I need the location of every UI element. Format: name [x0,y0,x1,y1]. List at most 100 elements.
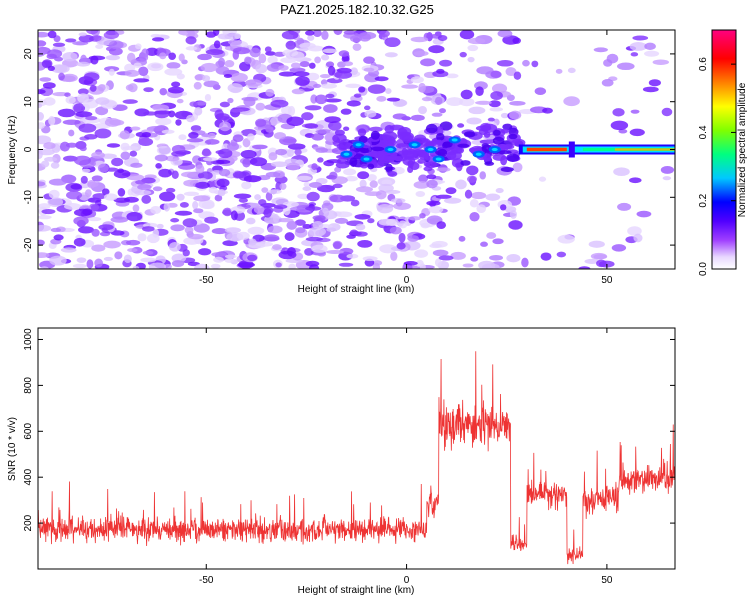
spectrogram-cell [437,34,448,42]
spectrogram-cell [308,226,326,237]
spectrogram-cell [263,234,280,242]
spectrogram-cell [146,233,160,244]
spectrogram-signal-cell [377,151,385,161]
spectrogram-cell [364,110,377,118]
spectrogram-cell [325,93,335,99]
spectrogram-cell [41,160,50,168]
spectrogram-cell [333,241,342,250]
spectrogram-cell [95,97,110,105]
spectrogram-peak-core [435,157,442,161]
spectrogram-peak-core [411,143,418,147]
spectrogram-cell [306,72,320,81]
spectrogram-cell [204,216,219,224]
spectrogram-cell [497,30,513,38]
spectrogram-cell [201,149,212,157]
spectrogram-cell [152,186,163,192]
spectrogram-cell [147,62,164,72]
spectrogram-cell [593,254,608,260]
spectrogram-cell [189,101,198,107]
spectrogram-cell [202,157,218,162]
spectrogram-cell [311,163,318,171]
spectrogram-cell [393,202,411,210]
spectrogram-cell [263,208,272,218]
spectrogram-x-ticks: -50 0 50 [199,30,613,286]
spectrogram-signal-cell [492,154,507,161]
spectrogram-cell [252,144,268,150]
spectrogram-cell [141,48,149,58]
spectrogram-signal-cell [511,138,526,147]
spectrogram-cell [346,253,359,259]
spectrogram-cell [431,240,448,248]
spectrogram-cell [286,162,300,171]
spectrogram-cell [130,162,143,168]
spectrogram-cell [137,184,152,191]
spectrogram-signal-cell [481,123,498,133]
spectrogram-cell [464,189,473,199]
spectrogram-cell [286,220,298,230]
spectrogram-cell [275,181,282,192]
spectrogram-cell [95,106,109,116]
spectrogram-cell [540,252,552,261]
spectrogram-cell [344,175,358,182]
spectrogram-cell [182,218,198,228]
spectrogram-cell [660,165,675,174]
spectrogram-cell [270,99,289,108]
spectrogram-cell [82,208,93,216]
spectrogram-cell [90,55,99,65]
spectrogram-cell [315,147,329,153]
spectrogram-cell [275,148,288,156]
spectrogram-cell [126,52,136,63]
spectrogram-cell [227,142,240,152]
spectrogram-cell [358,86,366,93]
spectrogram-cell [355,223,366,231]
snr-series-line [38,351,675,565]
spectrogram-signal-cell [385,163,393,173]
spectrogram-cell [459,30,475,40]
spectrogram-cell [168,52,177,60]
spectrogram-cell [434,258,442,267]
spectrogram-cell [110,216,129,223]
spectrogram-cell [236,231,250,240]
spectrogram-cell [44,156,58,162]
spectrogram-cell [289,67,306,73]
spectrogram-cell [459,51,467,58]
spectrogram-signal-cell [496,150,512,155]
spectrogram-cell [512,162,523,173]
spectrogram-cell [369,180,378,188]
spectrogram-cell [213,256,224,263]
spectrogram-cell [211,252,228,257]
spectrogram-cell [267,225,283,234]
spectrogram-cell [135,43,142,50]
spectrogram-cell [489,254,503,261]
spectrogram-cell [207,132,216,139]
y-tick-label: -20 [23,237,34,252]
spectrogram-peak-core [427,147,434,152]
spectrogram-cell [159,87,168,96]
spectrogram-cell [376,95,387,102]
spectrogram-cell [467,56,475,63]
spectrogram-signal-cell [336,143,345,149]
spectrogram-cell [159,52,167,60]
spectrogram-cell [354,214,371,220]
spectrogram-cell [322,48,338,54]
spectrogram-cell [408,216,421,221]
spectrogram-cell [398,232,406,243]
spectrogram-cell [230,108,244,113]
spectrogram-cell [38,135,52,145]
spectrogram-cell [137,233,147,242]
spectrogram-cell [154,154,168,162]
spectrogram-cell [249,157,268,167]
spectrogram-cell [86,259,94,269]
spectrogram-cell [534,87,547,95]
spectrogram-cell [183,191,200,197]
spectrogram-signal-cell [336,158,347,164]
spectrogram-cell [232,134,244,142]
spectrogram-cell [265,88,275,97]
spectrogram-cell [428,45,445,54]
spectrogram-cell [578,266,591,269]
spectrogram-cell [432,249,449,257]
spectrogram-cell [343,30,357,35]
spectrogram-signal-cell [460,160,471,166]
spectrogram-cell [142,226,155,232]
spectrogram-cell [182,249,190,257]
